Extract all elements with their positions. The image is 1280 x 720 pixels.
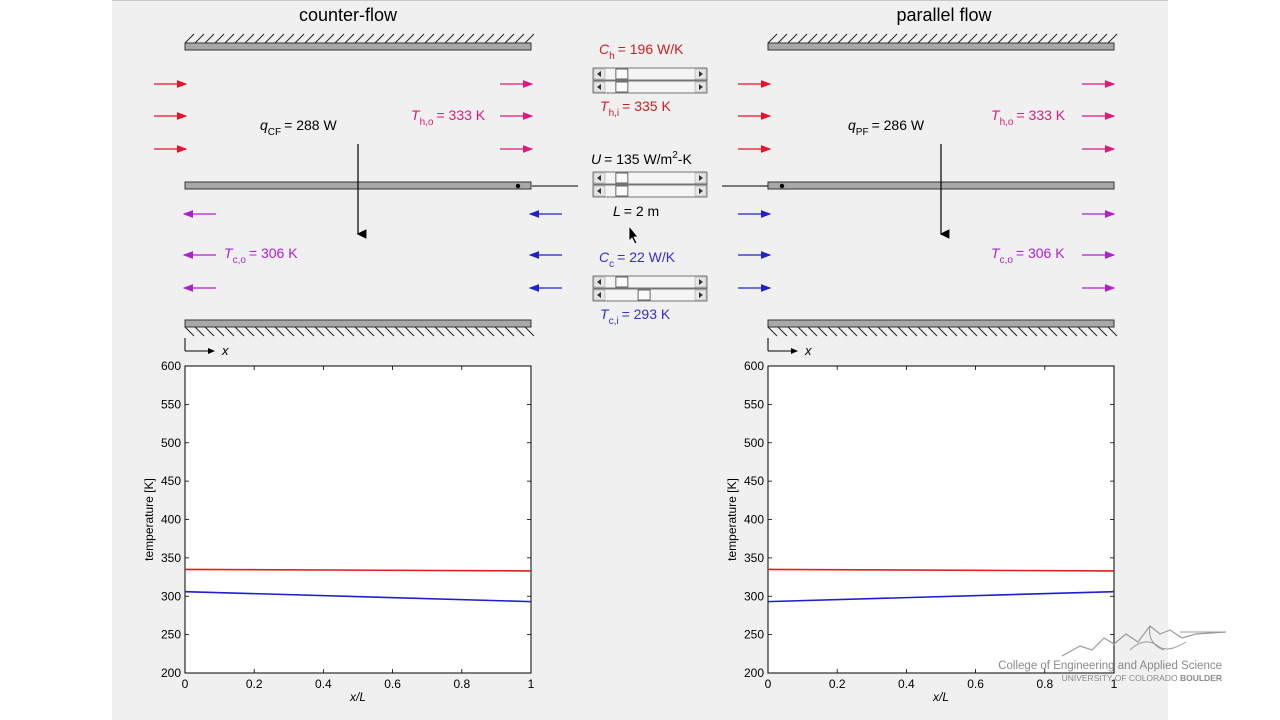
- pf-length-marker: [779, 183, 785, 189]
- x-tick-label: 0.2: [246, 677, 263, 691]
- y-axis-label: temperature [K]: [142, 478, 156, 561]
- slider-left-arrow-icon[interactable]: [597, 175, 601, 181]
- cold-inlet-temp-label: Tc,i = 293 K: [600, 306, 671, 327]
- conductance-label: U = 135 W/m2-K: [591, 150, 692, 167]
- cf-cold-outlet-label: Tc,o = 306 K: [224, 245, 298, 266]
- pf-heat-rate-label: qPF = 286 W: [848, 117, 925, 138]
- pf-x-axis-indicator: x: [767, 338, 812, 358]
- x-tick-label: 0.4: [315, 677, 332, 691]
- y-tick-label: 250: [744, 628, 764, 642]
- plot-area: [184, 365, 532, 674]
- college-name: College of Engineering and Applied Scien…: [998, 660, 1222, 672]
- svg-text:x: x: [221, 343, 229, 358]
- y-tick-label: 400: [161, 513, 181, 527]
- plot-area: [767, 365, 1115, 674]
- cf-hot-outlet-label: Th,o = 333 K: [411, 107, 486, 128]
- conductance-slider[interactable]: [592, 171, 708, 198]
- svg-text:x: x: [804, 343, 812, 358]
- slider-right-arrow-icon[interactable]: [699, 188, 703, 194]
- y-tick-label: 500: [161, 436, 181, 450]
- y-tick-label: 200: [161, 666, 181, 680]
- slider-left-arrow-icon[interactable]: [597, 71, 601, 77]
- slider-left-arrow-icon[interactable]: [597, 292, 601, 298]
- y-tick-label: 250: [161, 628, 181, 642]
- pf-hot-outlet-label: Th,o = 333 K: [991, 107, 1066, 128]
- hot-inlet-temp-label: Th,i = 335 K: [600, 98, 671, 119]
- slider-left-arrow-icon[interactable]: [597, 188, 601, 194]
- x-tick-label: 0.6: [967, 677, 984, 691]
- slider-right-arrow-icon[interactable]: [699, 71, 703, 77]
- slider-thumb[interactable]: [637, 289, 651, 301]
- cold-capacity-slider[interactable]: [592, 275, 708, 302]
- y-axis-label: temperature [K]: [725, 478, 739, 561]
- slider-right-arrow-icon[interactable]: [699, 279, 703, 285]
- pf-top-wall: [767, 33, 1118, 51]
- slider-thumb[interactable]: [615, 81, 629, 93]
- counter-flow-chart: 200 250 300 350 400 450 500 550 600 0 0.2 0.4 0.6 0.8…: [142, 359, 535, 704]
- y-tick-label: 600: [161, 359, 181, 373]
- cold-temperature-line: [184, 590, 532, 603]
- pf-cold-outlet-label: Tc,o = 306 K: [991, 245, 1065, 266]
- y-tick-label: 600: [744, 359, 764, 373]
- y-tick-label: 350: [161, 551, 181, 565]
- slider-thumb[interactable]: [615, 276, 629, 288]
- slider-right-arrow-icon[interactable]: [699, 84, 703, 90]
- y-tick-label: 300: [744, 589, 764, 603]
- slider-thumb[interactable]: [615, 172, 629, 184]
- pf-bottom-wall: [767, 319, 1118, 337]
- x-tick-label: 1: [1111, 677, 1118, 691]
- cold-capacity-label: Cc = 22 W/K: [599, 249, 676, 270]
- x-tick-label: 0.4: [898, 677, 915, 691]
- y-tick-label: 550: [161, 397, 181, 411]
- x-tick-label: 0.8: [1036, 677, 1053, 691]
- x-tick-label: 0.2: [829, 677, 846, 691]
- flow-arrows: [154, 80, 1116, 292]
- slider-left-arrow-icon[interactable]: [597, 84, 601, 90]
- slider-controls: [592, 67, 708, 302]
- x-axis-label: x/L: [349, 690, 366, 704]
- university-logo: [1061, 625, 1227, 657]
- hot-capacity-label: Ch = 196 W/K: [599, 41, 684, 62]
- y-tick-label: 500: [744, 436, 764, 450]
- x-tick-label: 0: [182, 677, 189, 691]
- x-tick-label: 0: [765, 677, 772, 691]
- slider-thumb[interactable]: [615, 68, 629, 80]
- hot-capacity-slider[interactable]: [592, 67, 708, 94]
- university-name: UNIVERSITY OF COLORADO BOULDER: [1062, 673, 1222, 683]
- x-tick-label: 0.6: [384, 677, 401, 691]
- cf-x-axis-indicator: x: [184, 338, 229, 358]
- cf-length-marker: [515, 183, 521, 189]
- cf-heat-rate-label: qCF = 288 W: [260, 117, 337, 138]
- y-tick-label: 400: [744, 513, 764, 527]
- y-tick-label: 300: [161, 589, 181, 603]
- x-tick-label: 0.8: [453, 677, 470, 691]
- hot-temperature-line: [184, 568, 532, 572]
- slider-right-arrow-icon[interactable]: [699, 175, 703, 181]
- slider-left-arrow-icon[interactable]: [597, 279, 601, 285]
- top-divider: [112, 0, 1168, 1]
- y-tick-label: 450: [161, 474, 181, 488]
- cf-bottom-wall: [184, 319, 535, 337]
- y-tick-label: 200: [744, 666, 764, 680]
- counter-flow-title: counter-flow: [299, 5, 398, 25]
- x-axis-label: x/L: [932, 690, 949, 704]
- parallel-flow-title: parallel flow: [896, 5, 992, 25]
- mouse-cursor-icon: [628, 224, 639, 245]
- parallel-flow-chart: 200 250 300 350 400 450 500 550 600 0 0.2 0.4 0.6 0.8…: [725, 359, 1118, 704]
- y-tick-label: 450: [744, 474, 764, 488]
- length-label: L = 2 m: [613, 203, 659, 219]
- y-tick-label: 550: [744, 397, 764, 411]
- cold-temperature-line: [767, 590, 1115, 603]
- slider-right-arrow-icon[interactable]: [699, 292, 703, 298]
- hot-temperature-line: [767, 568, 1115, 572]
- cf-top-wall: [184, 33, 535, 51]
- y-tick-label: 350: [744, 551, 764, 565]
- slider-thumb[interactable]: [615, 185, 629, 197]
- x-tick-label: 1: [528, 677, 535, 691]
